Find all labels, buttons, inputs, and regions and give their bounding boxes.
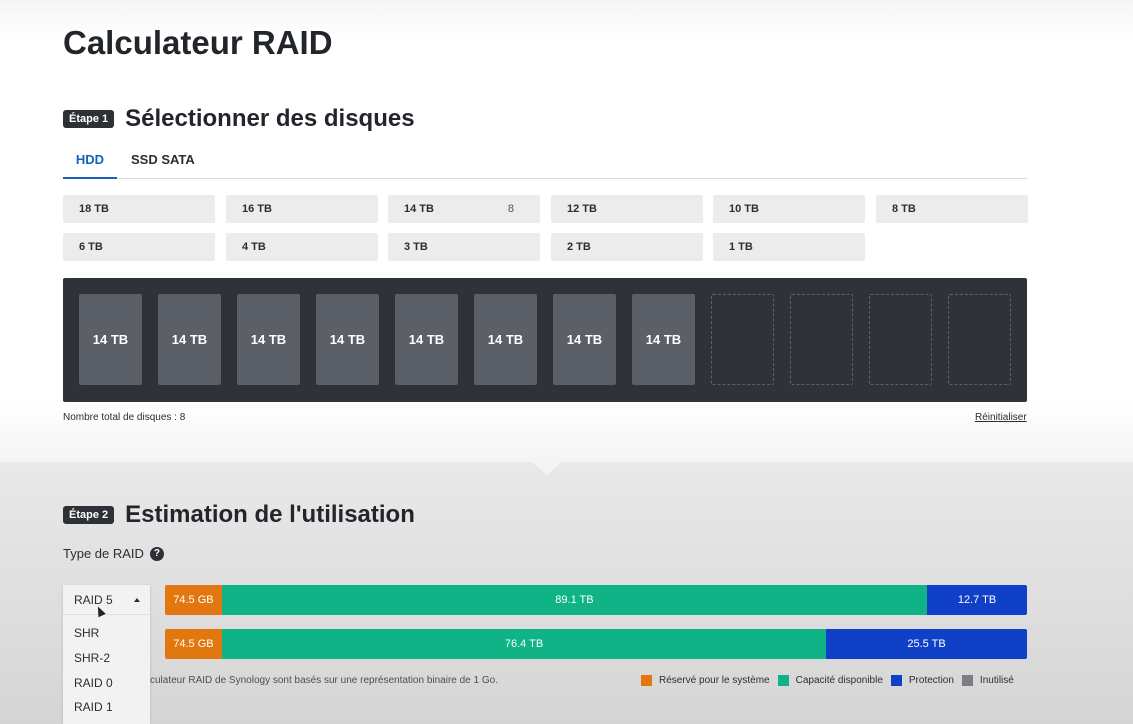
- drive-bay-empty[interactable]: [869, 294, 932, 385]
- step-badge: Étape 2: [63, 506, 115, 524]
- legend-label: Inutilisé: [979, 675, 1014, 686]
- raid-option-raid-1[interactable]: RAID 1: [74, 700, 113, 714]
- step-title: Estimation de l'utilisation: [125, 501, 415, 528]
- capacity-button[interactable]: 18 TB: [63, 195, 215, 223]
- legend-item-system: Réservé pour le système: [641, 675, 770, 686]
- drive-bay-empty[interactable]: [948, 294, 1011, 385]
- usage-bar-raid: 74.5 GB 89.1 TB 12.7 TB: [165, 585, 1027, 615]
- raid-option-shr[interactable]: SHR: [74, 626, 100, 640]
- capacity-label: 4 TB: [242, 241, 266, 253]
- capacity-button[interactable]: 10 TB: [713, 195, 865, 223]
- capacity-label: 2 TB: [567, 241, 591, 253]
- bar-segment-protection: 12.7 TB: [927, 585, 1027, 615]
- capacity-label: 16 TB: [242, 203, 272, 215]
- capacity-count: 8: [507, 203, 514, 215]
- capacity-label: 12 TB: [567, 203, 597, 215]
- total-disks-label: Nombre total de disques : 8: [63, 412, 186, 423]
- drive-bay-panel: 14 TB 14 TB 14 TB 14 TB 14 TB 14 TB 14 TB 14 TB: [63, 278, 1027, 402]
- capacity-label: 8 TB: [892, 203, 916, 215]
- drive-bay-label: 14 TB: [329, 332, 366, 347]
- capacity-button[interactable]: 12 TB: [551, 195, 703, 223]
- drive-bay-filled[interactable]: 14 TB: [79, 294, 142, 385]
- raid-option-raid-0[interactable]: RAID 0: [74, 676, 113, 690]
- disk-type-tabs: HDD SSD SATA: [63, 146, 1027, 179]
- drive-bay-label: 14 TB: [487, 332, 524, 347]
- capacity-label: 18 TB: [79, 203, 109, 215]
- legend: Réservé pour le système Capacité disponib…: [641, 675, 1014, 686]
- legend-label: Capacité disponible: [795, 675, 883, 686]
- capacity-label: 3 TB: [404, 241, 428, 253]
- raid-type-dropdown[interactable]: RAID 5 SHR SHR-2 RAID 0 RAID 1: [63, 585, 150, 724]
- drive-bay-label: 14 TB: [92, 332, 129, 347]
- drive-bay-label: 14 TB: [645, 332, 682, 347]
- bar-segment-available: 89.1 TB: [221, 585, 927, 615]
- drive-bay-filled[interactable]: 14 TB: [316, 294, 379, 385]
- step-title: Sélectionner des disques: [125, 105, 415, 132]
- raid-type-text: Type de RAID: [63, 546, 144, 561]
- bar-segment-protection: 25.5 TB: [826, 629, 1027, 659]
- capacity-button[interactable]: 2 TB: [551, 233, 703, 261]
- drive-bay-filled[interactable]: 14 TB: [237, 294, 300, 385]
- step-badge: Étape 1: [63, 110, 115, 128]
- drive-bay-label: 14 TB: [250, 332, 287, 347]
- capacity-label: 10 TB: [729, 203, 759, 215]
- drive-bay-empty[interactable]: [711, 294, 774, 385]
- drive-bay-label: 14 TB: [171, 332, 208, 347]
- capacity-button[interactable]: 16 TB: [226, 195, 378, 223]
- footnote: culateur RAID de Synology sont basés sur…: [150, 675, 498, 686]
- capacity-button[interactable]: 14 TB 8: [388, 195, 540, 223]
- drive-bay-filled[interactable]: 14 TB: [474, 294, 537, 385]
- drive-bay-label: 14 TB: [566, 332, 603, 347]
- step2-header: Étape 2 Estimation de l'utilisation: [63, 501, 415, 529]
- raid-type-label: Type de RAID ?: [63, 546, 164, 561]
- legend-swatch: [961, 675, 973, 686]
- drive-bay-filled[interactable]: 14 TB: [553, 294, 616, 385]
- chevron-up-icon: [134, 598, 140, 602]
- legend-item-available: Capacité disponible: [777, 675, 883, 686]
- drive-bay-label: 14 TB: [408, 332, 445, 347]
- drive-bay-filled[interactable]: 14 TB: [395, 294, 458, 385]
- capacity-button[interactable]: 1 TB: [713, 233, 865, 261]
- capacity-button[interactable]: 4 TB: [226, 233, 378, 261]
- drive-bay-empty[interactable]: [790, 294, 853, 385]
- raid-selected-label: RAID 5: [74, 593, 113, 607]
- legend-swatch: [777, 675, 789, 686]
- tab-ssd-sata[interactable]: SSD SATA: [131, 152, 195, 167]
- help-icon[interactable]: ?: [149, 546, 164, 561]
- tab-hdd[interactable]: HDD: [63, 146, 117, 179]
- legend-label: Protection: [908, 675, 954, 686]
- drive-bay-filled[interactable]: 14 TB: [632, 294, 695, 385]
- reset-link[interactable]: Réinitialiser: [975, 412, 1027, 423]
- capacity-button[interactable]: 8 TB: [876, 195, 1028, 223]
- capacity-button[interactable]: 6 TB: [63, 233, 215, 261]
- legend-label: Réservé pour le système: [659, 675, 770, 686]
- legend-swatch: [890, 675, 902, 686]
- capacity-label: 1 TB: [729, 241, 753, 253]
- capacity-label: 6 TB: [79, 241, 103, 253]
- bar-segment-system: 74.5 GB: [165, 629, 222, 659]
- legend-swatch: [641, 675, 652, 686]
- page-title: Calculateur RAID: [63, 24, 333, 61]
- bar-segment-available: 76.4 TB: [221, 629, 827, 659]
- usage-bar-comparison: 74.5 GB 76.4 TB 25.5 TB: [165, 629, 1027, 659]
- capacity-button[interactable]: 3 TB: [388, 233, 540, 261]
- bar-segment-system: 74.5 GB: [165, 585, 222, 615]
- capacity-label: 14 TB: [404, 203, 434, 215]
- legend-item-protection: Protection: [890, 675, 954, 686]
- raid-selected-value[interactable]: RAID 5: [63, 585, 150, 615]
- drive-bay-filled[interactable]: 14 TB: [158, 294, 221, 385]
- section-pointer: [532, 462, 562, 475]
- step1-header: Étape 1 Sélectionner des disques: [63, 105, 415, 133]
- raid-option-shr-2[interactable]: SHR-2: [74, 651, 111, 665]
- legend-item-unused: Inutilisé: [961, 675, 1014, 686]
